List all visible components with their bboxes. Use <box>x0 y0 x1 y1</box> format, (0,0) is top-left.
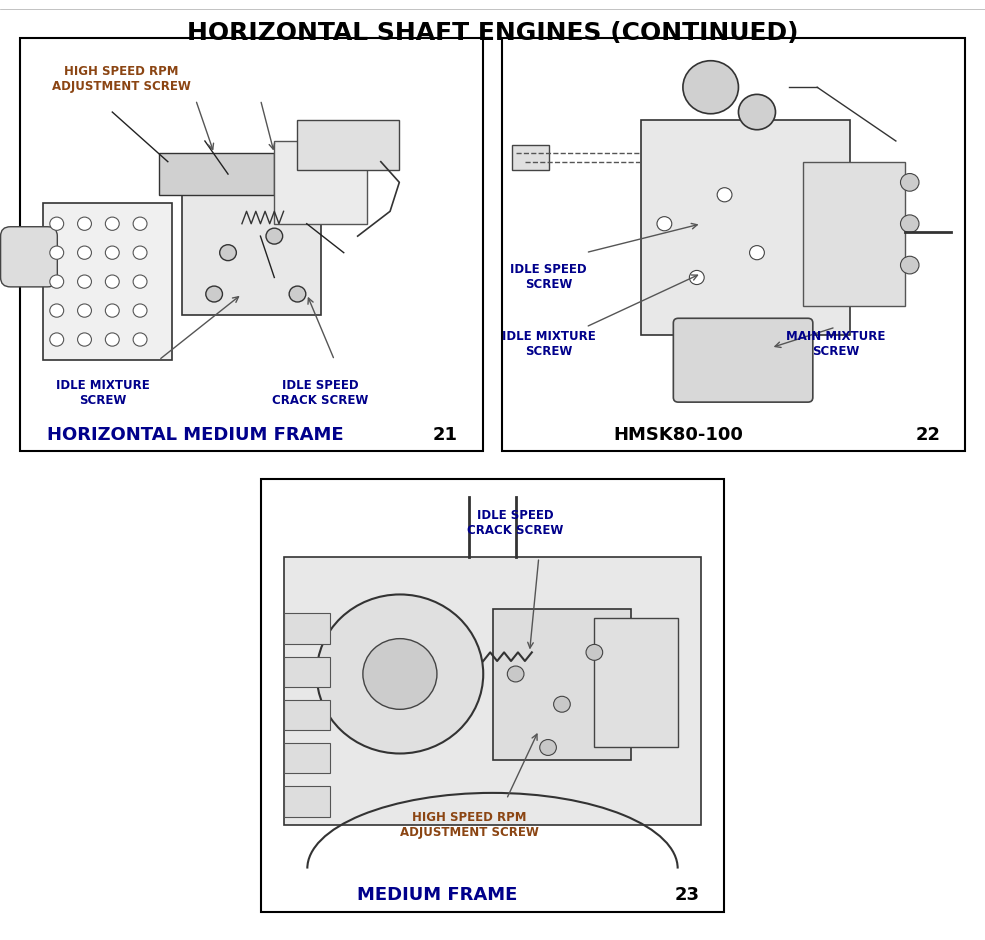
Text: MEDIUM FRAME: MEDIUM FRAME <box>357 885 517 903</box>
Text: IDLE MIXTURE
SCREW: IDLE MIXTURE SCREW <box>56 380 150 407</box>
FancyBboxPatch shape <box>511 145 549 170</box>
Circle shape <box>133 304 147 317</box>
Circle shape <box>750 245 764 259</box>
Circle shape <box>50 275 64 289</box>
Text: 21: 21 <box>433 426 458 444</box>
FancyBboxPatch shape <box>804 162 905 306</box>
Circle shape <box>739 94 775 130</box>
Circle shape <box>78 246 92 259</box>
Text: IDLE SPEED
CRACK SCREW: IDLE SPEED CRACK SCREW <box>468 509 563 537</box>
Text: HORIZONTAL SHAFT ENGINES (CONTINUED): HORIZONTAL SHAFT ENGINES (CONTINUED) <box>187 21 798 45</box>
Circle shape <box>78 333 92 346</box>
Circle shape <box>316 594 484 754</box>
FancyBboxPatch shape <box>674 319 813 402</box>
Text: IDLE MIXTURE
SCREW: IDLE MIXTURE SCREW <box>501 330 596 357</box>
Circle shape <box>133 217 147 230</box>
Circle shape <box>900 215 919 232</box>
Circle shape <box>362 638 437 710</box>
Circle shape <box>50 246 64 259</box>
Circle shape <box>690 271 704 285</box>
Circle shape <box>900 174 919 191</box>
Text: HMSK80-100: HMSK80-100 <box>614 426 744 444</box>
Circle shape <box>78 304 92 317</box>
Text: HIGH SPEED RPM
ADJUSTMENT SCREW: HIGH SPEED RPM ADJUSTMENT SCREW <box>52 65 191 93</box>
Circle shape <box>105 304 119 317</box>
Text: 22: 22 <box>916 426 941 444</box>
Circle shape <box>290 286 305 302</box>
FancyBboxPatch shape <box>275 141 367 224</box>
FancyBboxPatch shape <box>261 479 724 912</box>
Circle shape <box>507 666 524 681</box>
FancyBboxPatch shape <box>285 614 331 644</box>
FancyBboxPatch shape <box>285 787 331 817</box>
FancyBboxPatch shape <box>285 744 331 774</box>
FancyBboxPatch shape <box>641 120 849 336</box>
FancyBboxPatch shape <box>492 609 631 760</box>
Circle shape <box>105 217 119 230</box>
Circle shape <box>586 645 603 660</box>
Circle shape <box>717 188 732 202</box>
FancyBboxPatch shape <box>285 557 701 825</box>
Circle shape <box>133 275 147 289</box>
FancyBboxPatch shape <box>502 38 965 451</box>
Text: IDLE SPEED
SCREW: IDLE SPEED SCREW <box>510 263 587 291</box>
Circle shape <box>683 61 739 114</box>
Text: 23: 23 <box>675 885 699 903</box>
Circle shape <box>900 257 919 274</box>
Circle shape <box>50 333 64 346</box>
FancyBboxPatch shape <box>181 182 320 315</box>
Circle shape <box>540 740 557 756</box>
Text: IDLE SPEED
CRACK SCREW: IDLE SPEED CRACK SCREW <box>273 380 368 407</box>
Circle shape <box>105 333 119 346</box>
Circle shape <box>50 304 64 317</box>
Circle shape <box>554 697 570 713</box>
Circle shape <box>105 275 119 289</box>
Circle shape <box>133 246 147 259</box>
Circle shape <box>133 333 147 346</box>
Text: HIGH SPEED RPM
ADJUSTMENT SCREW: HIGH SPEED RPM ADJUSTMENT SCREW <box>400 811 539 839</box>
Circle shape <box>78 275 92 289</box>
FancyBboxPatch shape <box>159 153 274 195</box>
FancyBboxPatch shape <box>297 120 399 170</box>
Circle shape <box>220 244 236 260</box>
FancyBboxPatch shape <box>1 227 57 287</box>
Circle shape <box>50 217 64 230</box>
Circle shape <box>657 216 672 231</box>
Circle shape <box>206 286 223 302</box>
Text: HORIZONTAL MEDIUM FRAME: HORIZONTAL MEDIUM FRAME <box>47 426 344 444</box>
FancyBboxPatch shape <box>285 700 331 730</box>
Circle shape <box>105 246 119 259</box>
Circle shape <box>266 228 283 244</box>
FancyBboxPatch shape <box>285 657 331 687</box>
Text: MAIN MIXTURE
SCREW: MAIN MIXTURE SCREW <box>786 330 886 357</box>
FancyBboxPatch shape <box>43 203 172 360</box>
FancyBboxPatch shape <box>594 618 678 747</box>
Circle shape <box>78 217 92 230</box>
FancyBboxPatch shape <box>20 38 483 451</box>
